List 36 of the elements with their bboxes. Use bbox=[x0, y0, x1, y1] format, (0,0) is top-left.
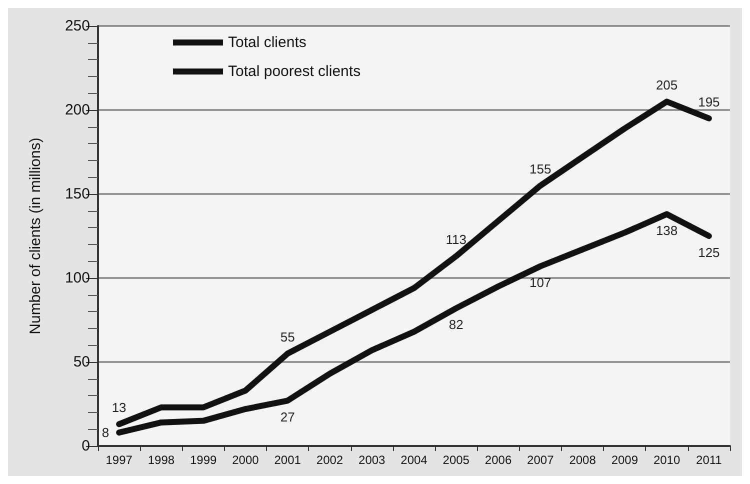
data-label: 55 bbox=[280, 330, 295, 345]
x-tick-label: 2008 bbox=[569, 453, 596, 467]
y-tick-label: 100 bbox=[64, 270, 90, 286]
x-tick-label: 1999 bbox=[190, 453, 218, 467]
data-label: 195 bbox=[698, 94, 720, 110]
y-tick-label: 250 bbox=[64, 18, 90, 34]
data-label: 113 bbox=[446, 232, 466, 248]
y-tick-label: 0 bbox=[82, 438, 90, 454]
x-tick-label: 2011 bbox=[696, 453, 722, 467]
x-tick-label: 2007 bbox=[527, 453, 554, 467]
legend-label: Total poorest clients bbox=[228, 63, 361, 80]
y-axis-title: Number of clients (in millions) bbox=[27, 138, 44, 334]
legend-label: Total clients bbox=[228, 34, 306, 51]
x-tick-label: 2002 bbox=[316, 453, 344, 467]
data-label: 138 bbox=[656, 223, 678, 238]
data-label: 8 bbox=[102, 425, 110, 440]
y-tick-label: 200 bbox=[64, 102, 90, 118]
x-tick-label: 2001 bbox=[274, 453, 302, 467]
data-label: 155 bbox=[530, 162, 552, 177]
x-tick-label: 2006 bbox=[484, 453, 512, 467]
data-label: 125 bbox=[698, 245, 720, 260]
x-tick-label: 1997 bbox=[106, 453, 133, 467]
data-label: 82 bbox=[448, 317, 464, 332]
x-tick-label: 2000 bbox=[232, 453, 260, 467]
data-label: 205 bbox=[656, 78, 678, 93]
data-label: 13 bbox=[112, 400, 126, 416]
x-tick-label: 1998 bbox=[148, 453, 175, 467]
x-tick-label: 2009 bbox=[611, 453, 638, 467]
data-label: 27 bbox=[280, 410, 295, 425]
x-tick-label: 2004 bbox=[400, 453, 428, 467]
y-tick-label: 50 bbox=[73, 354, 90, 370]
x-tick-label: 2010 bbox=[653, 453, 680, 467]
x-tick-label: 2003 bbox=[358, 453, 386, 467]
y-tick-label: 150 bbox=[64, 186, 90, 202]
x-tick-label: 2005 bbox=[442, 453, 470, 467]
data-label: 107 bbox=[530, 275, 552, 290]
